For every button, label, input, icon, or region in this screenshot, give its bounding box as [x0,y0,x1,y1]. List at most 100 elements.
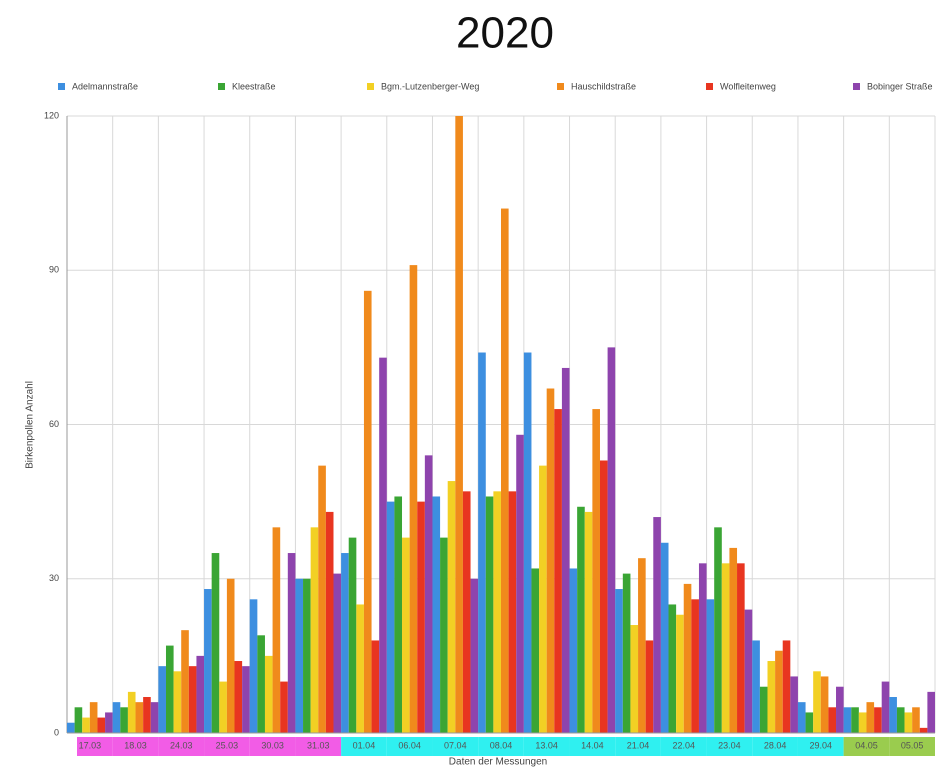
bar [836,686,844,733]
bar [752,640,760,733]
bar [127,691,136,733]
category-highlight [889,737,935,756]
legend-swatch [557,83,564,90]
bar [813,671,821,733]
x-axis-label: Daten der Messungen [449,757,547,768]
legend-swatch [218,83,225,90]
bar [592,409,600,733]
x-tick-label: 31.03 [307,740,330,750]
bar [660,542,669,733]
bar [927,691,935,733]
bar [508,491,517,733]
bar [89,702,98,733]
category-highlight [797,737,844,756]
bar [135,702,144,733]
x-tick-label: 25.03 [216,740,239,750]
legend-swatch [367,83,374,90]
bar [721,563,730,733]
x-tick-label: 28.04 [764,740,787,750]
category-highlight [77,737,113,756]
x-tick-label: 22.04 [672,740,695,750]
legend-label: Adelmannstraße [72,81,138,91]
bar [896,707,905,733]
bar [569,568,578,733]
bar [501,208,509,734]
category-highlight [615,737,661,756]
category-highlight [112,737,159,756]
bar [737,563,745,733]
bar [82,717,90,733]
bar [668,604,677,733]
bar [371,640,380,733]
bar [242,666,250,733]
y-tick-label: 0 [54,727,59,737]
bar [653,517,661,733]
bar [478,352,486,733]
bar [303,578,311,733]
x-tick-label: 01.04 [353,740,376,750]
bar [912,707,920,733]
bar [782,640,791,733]
bar [348,537,357,733]
bar [805,712,814,733]
x-tick-label: 08.04 [490,740,513,750]
legend-label: Wolfleitenweg [720,81,776,91]
bar [204,589,212,733]
bar [858,712,867,733]
bar [607,347,616,733]
bar [417,501,425,733]
bar [775,650,783,733]
bar [516,434,524,733]
x-tick-label: 21.04 [627,740,650,750]
bar [310,527,319,733]
category-highlight [706,737,753,756]
bar [889,697,897,733]
bar [440,537,448,733]
bar [409,265,418,733]
legend-label: Bobinger Straße [867,81,933,91]
bar [287,553,296,733]
bar [173,671,182,733]
y-tick-label: 60 [49,419,59,429]
bar [767,661,776,733]
bar [455,116,463,733]
legend-swatch [58,83,65,90]
bar [386,501,395,733]
bar [379,357,387,733]
bar [546,388,555,733]
bar [188,666,197,733]
x-tick-label: 07.04 [444,740,467,750]
bar [165,645,174,733]
bar [447,481,456,733]
bar [325,511,334,733]
bar [318,465,326,733]
bar [264,655,273,733]
bar [729,547,738,733]
bar [599,460,608,733]
x-tick-label: 14.04 [581,740,604,750]
bar [851,707,859,733]
bar [539,465,547,733]
legend-swatch [706,83,713,90]
x-tick-label: 29.04 [810,740,833,750]
bar [249,599,258,733]
bar [820,676,829,733]
category-highlight [752,737,798,756]
bar [919,727,928,733]
bar [234,661,243,733]
bar [67,722,75,733]
category-highlight [523,737,570,756]
bar [828,707,837,733]
bar [744,609,753,733]
y-tick-label: 120 [44,110,59,120]
bar [402,537,410,733]
bar [470,578,479,733]
legend-label: Kleestraße [232,81,276,91]
bar [759,686,768,733]
bar [676,614,684,733]
x-tick-label: 23.04 [718,740,741,750]
x-tick-label: 24.03 [170,740,193,750]
bar [280,681,288,733]
bar [683,583,692,733]
